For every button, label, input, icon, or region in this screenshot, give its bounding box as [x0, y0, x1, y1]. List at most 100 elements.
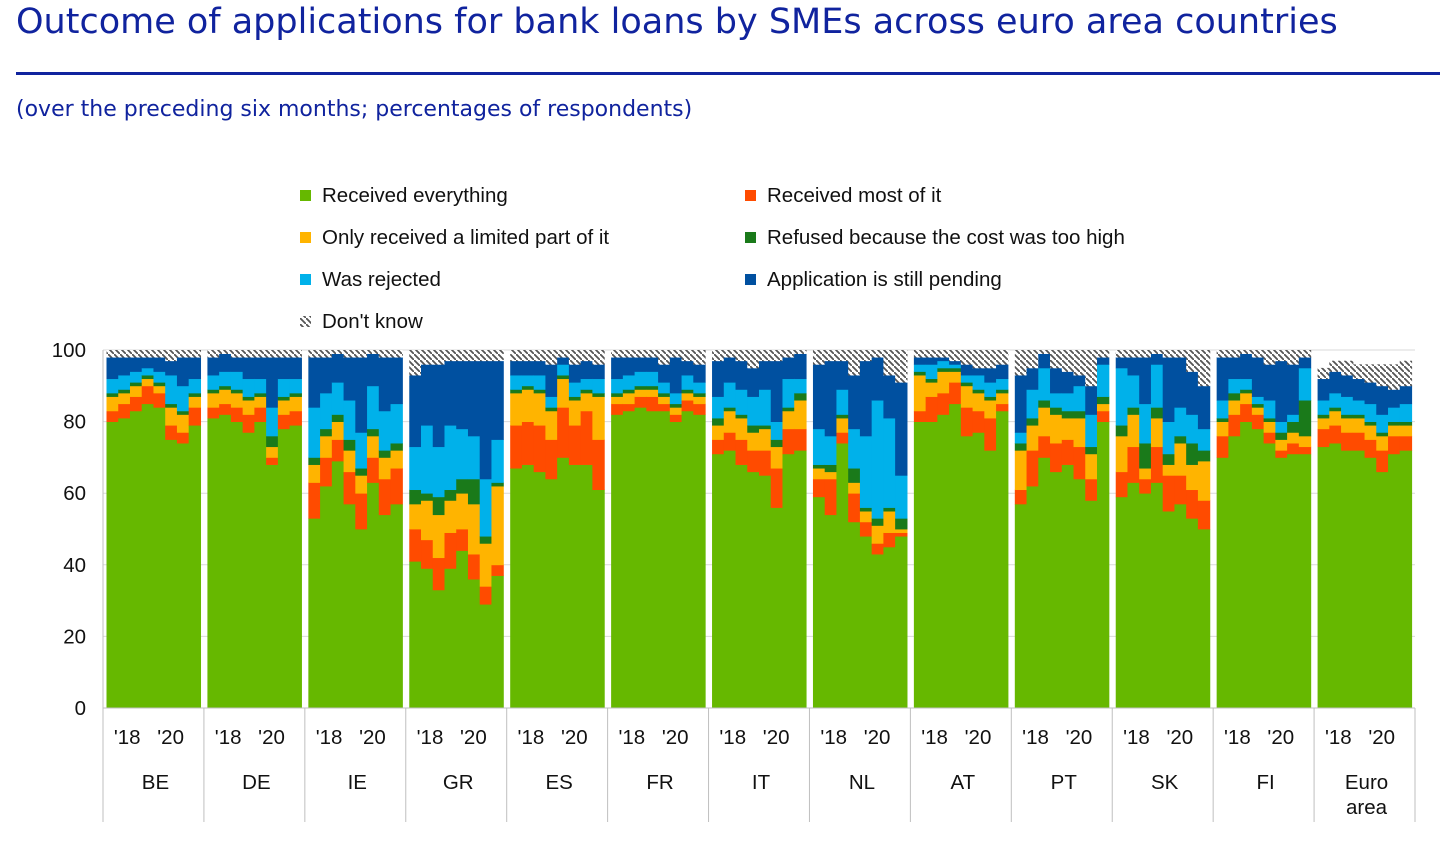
- bar-segment-limited: [421, 500, 434, 541]
- x-tick-year-label: '18: [1123, 726, 1150, 749]
- bar-segment-cost: [491, 482, 504, 487]
- bar-segment-dontknow: [949, 350, 962, 362]
- x-category-label: NL: [849, 771, 875, 794]
- bar-segment-received: [1287, 453, 1300, 709]
- bar-segment-cost: [106, 392, 119, 397]
- bar-segment-pending: [308, 357, 321, 408]
- bar-segment-dontknow: [770, 350, 784, 362]
- bar-segment-cost: [1352, 414, 1366, 419]
- bar-segment-pending: [343, 357, 356, 401]
- bar-segment-cost: [289, 392, 302, 397]
- bar-segment-pending: [1174, 357, 1187, 408]
- bar-segment-pending: [219, 353, 232, 372]
- bar-segment-rejected: [1251, 396, 1265, 405]
- bar-segment-limited: [568, 400, 582, 426]
- bar-segment-most: [331, 439, 345, 462]
- bar-segment-most: [343, 471, 356, 505]
- bar-segment-pending: [996, 364, 1009, 380]
- bar-segment-rejected: [568, 382, 582, 397]
- bar-segment-limited: [1376, 435, 1389, 451]
- bar-segment-dontknow: [1263, 350, 1276, 365]
- bar-segment-rejected: [343, 400, 356, 440]
- bar-segment-cost: [1287, 421, 1300, 433]
- bar-segment-dontknow: [467, 350, 481, 362]
- bar-segment-received: [1341, 450, 1354, 709]
- bar-segment-dontknow: [1115, 350, 1129, 358]
- bar-segment-cost: [770, 439, 784, 448]
- bar-segment-limited: [848, 482, 861, 494]
- y-tick-label: 80: [63, 411, 86, 434]
- bar-segment-dontknow: [611, 350, 624, 358]
- bar-segment-pending: [1139, 357, 1152, 405]
- bar-segment-received: [254, 421, 267, 709]
- bar-segment-most: [658, 403, 671, 412]
- bar-segment-dontknow: [782, 350, 795, 358]
- bar-segment-dontknow: [568, 350, 582, 365]
- bar-segment-rejected: [1127, 375, 1140, 408]
- bar-segment-most: [1240, 403, 1253, 422]
- bar-segment-pending: [611, 357, 624, 380]
- bar-segment-cost: [895, 518, 908, 530]
- bar-segment-cost: [1127, 407, 1140, 415]
- bar-segment-received: [367, 482, 380, 709]
- bar-segment-limited: [723, 410, 737, 433]
- bar-segment-rejected: [622, 375, 636, 390]
- bar-segment-received: [1026, 486, 1039, 709]
- bar-segment-most: [1050, 443, 1063, 473]
- bar-segment-dontknow: [848, 350, 861, 376]
- bar-segment-cost: [592, 392, 605, 397]
- bar-segment-most: [277, 414, 291, 430]
- bar-segment-received: [812, 496, 826, 709]
- bar-segment-limited: [592, 396, 605, 440]
- bar-segment-received: [1376, 471, 1389, 709]
- bar-segment-pending: [188, 357, 202, 380]
- bar-segment-dontknow: [378, 350, 392, 358]
- bar-segment-pending: [1061, 371, 1075, 394]
- bar-segment-dontknow: [266, 350, 279, 358]
- bar-segment-received: [1263, 443, 1276, 709]
- bar-segment-cost: [1376, 432, 1389, 437]
- bar-segment-most: [1329, 425, 1342, 444]
- bar-segment-most: [545, 439, 558, 480]
- bar-segment-cost: [242, 396, 255, 401]
- bar-segment-most: [1228, 414, 1241, 437]
- x-category-label: IE: [348, 771, 367, 794]
- bar-segment-received: [141, 403, 155, 709]
- bar-segment-dontknow: [533, 350, 547, 362]
- bar-segment-most: [859, 521, 873, 537]
- x-category-label: area: [1346, 796, 1388, 819]
- bar-segment-received: [320, 486, 333, 709]
- bar-segment-rejected: [378, 410, 392, 451]
- bar-segment-received: [432, 589, 446, 709]
- x-tick-year-label: '18: [215, 726, 242, 749]
- bar-segment-limited: [1228, 400, 1241, 415]
- bar-segment-cost: [960, 382, 974, 387]
- bar-group-be: [106, 350, 202, 709]
- bar-segment-pending: [812, 364, 826, 430]
- bar-segment-limited: [782, 410, 795, 430]
- bar-segment-limited: [925, 382, 938, 397]
- bar-segment-rejected: [859, 435, 873, 508]
- bar-segment-received: [747, 471, 760, 709]
- bar-segment-pending: [254, 357, 267, 380]
- bar-segment-dontknow: [367, 350, 380, 354]
- bar-segment-most: [836, 432, 849, 444]
- bar-segment-pending: [1251, 357, 1265, 397]
- bar-segment-limited: [871, 525, 884, 544]
- bar-segment-most: [1061, 439, 1075, 465]
- x-tick-year-label: '18: [719, 726, 746, 749]
- legend-swatch-most: [745, 190, 756, 201]
- bar-segment-most: [622, 403, 636, 412]
- bar-segment-most: [972, 410, 985, 433]
- bar-segment-pending: [1275, 360, 1288, 422]
- bar-segment-dontknow: [1388, 364, 1401, 390]
- bar-segment-most: [1026, 450, 1039, 487]
- bar-segment-dontknow: [1085, 350, 1098, 387]
- bar-segment-limited: [1150, 418, 1164, 448]
- bar-segment-limited: [693, 396, 706, 405]
- bar-segment-most: [510, 425, 523, 469]
- bar-segment-dontknow: [521, 350, 535, 362]
- bar-segment-rejected: [1038, 367, 1051, 401]
- bar-segment-dontknow: [895, 350, 908, 383]
- bar-segment-dontknow: [1341, 360, 1354, 376]
